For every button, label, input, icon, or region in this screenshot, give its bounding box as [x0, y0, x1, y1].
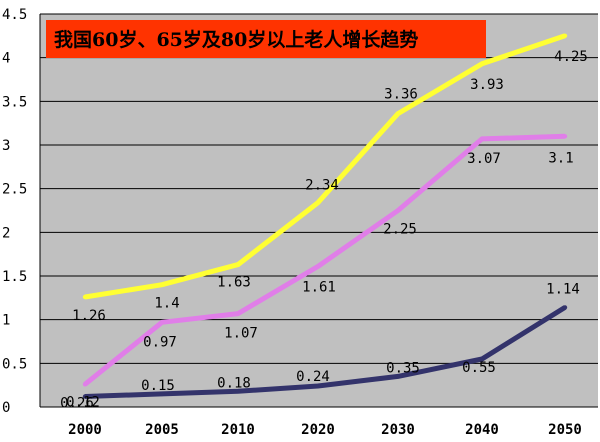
y-tick-label: 0.5 — [2, 356, 27, 372]
y-tick-label: 3.5 — [2, 94, 27, 110]
data-point — [479, 356, 485, 362]
data-point — [159, 320, 165, 325]
data-point — [235, 311, 241, 316]
x-tick-label: 2050 — [548, 422, 582, 438]
data-point — [562, 33, 568, 38]
x-axis-ticks: 2000 2005 2010 2020 2030 2040 2050 — [68, 422, 582, 438]
y-tick-label: 4 — [2, 51, 10, 67]
data-label: 1.14 — [546, 281, 580, 297]
data-point — [235, 389, 241, 394]
data-point — [395, 374, 401, 379]
data-label: 2.25 — [383, 222, 417, 238]
data-label: 0.97 — [143, 334, 177, 350]
data-point — [395, 111, 401, 116]
data-point — [562, 134, 568, 139]
chart-title: 我国60岁、65岁及80岁以上老人增长趋势 — [54, 28, 418, 51]
data-point — [315, 200, 321, 205]
data-label: 4.25 — [554, 49, 588, 65]
plot-area — [40, 14, 598, 407]
y-tick-label: 3 — [2, 138, 10, 154]
data-label: 0.24 — [296, 369, 330, 385]
data-label: 0.35 — [386, 360, 420, 376]
x-tick-label: 2040 — [465, 422, 499, 438]
chart-title-box — [46, 20, 486, 58]
data-label: 0.18 — [217, 375, 251, 391]
series-lines — [82, 33, 568, 399]
data-point — [159, 391, 165, 397]
data-point — [395, 208, 401, 213]
data-point — [82, 394, 88, 399]
data-label: 0.55 — [462, 360, 496, 376]
data-point — [479, 61, 485, 66]
x-tick-label: 2030 — [381, 422, 415, 438]
data-labels: 1.26 1.4 1.63 2.34 3.36 3.93 4.25 0.26 0.97 1.07 1… — [60, 49, 588, 411]
data-point — [315, 264, 321, 269]
y-axis-ticks: 0 0.5 1 1.5 2 2.5 3 3.5 4 4.5 — [2, 7, 27, 416]
x-tick-label: 2000 — [68, 422, 102, 438]
y-tick-label: 4.5 — [2, 7, 27, 23]
y-tick-label: 0 — [2, 400, 10, 416]
y-tick-label: 1 — [2, 313, 10, 329]
x-tick-label: 2010 — [221, 422, 255, 438]
y-tick-label: 1.5 — [2, 269, 27, 285]
data-point — [159, 282, 165, 287]
data-label: 1.4 — [154, 296, 179, 312]
data-label: 1.07 — [224, 326, 258, 342]
data-point — [235, 262, 241, 267]
data-label: 0.26 — [60, 395, 94, 411]
data-label: 3.36 — [384, 87, 418, 103]
data-label: 3.1 — [548, 150, 573, 166]
y-tick-label: 2 — [2, 225, 10, 241]
data-label: 3.07 — [467, 151, 501, 167]
y-tick-label: 2.5 — [2, 182, 27, 198]
x-tick-label: 2005 — [145, 422, 179, 438]
data-label: 1.61 — [302, 279, 336, 295]
data-point — [82, 294, 88, 300]
data-point — [82, 382, 88, 387]
data-label: 0.15 — [141, 378, 175, 394]
data-label: 2.34 — [305, 178, 339, 194]
data-point — [562, 305, 568, 310]
data-label: 0.12 — [66, 395, 100, 411]
data-label: 1.63 — [217, 275, 251, 291]
x-tick-label: 2020 — [301, 422, 335, 438]
data-label: 3.93 — [470, 77, 504, 93]
data-point — [315, 383, 321, 389]
data-label: 1.26 — [72, 308, 106, 324]
data-point — [479, 136, 485, 142]
